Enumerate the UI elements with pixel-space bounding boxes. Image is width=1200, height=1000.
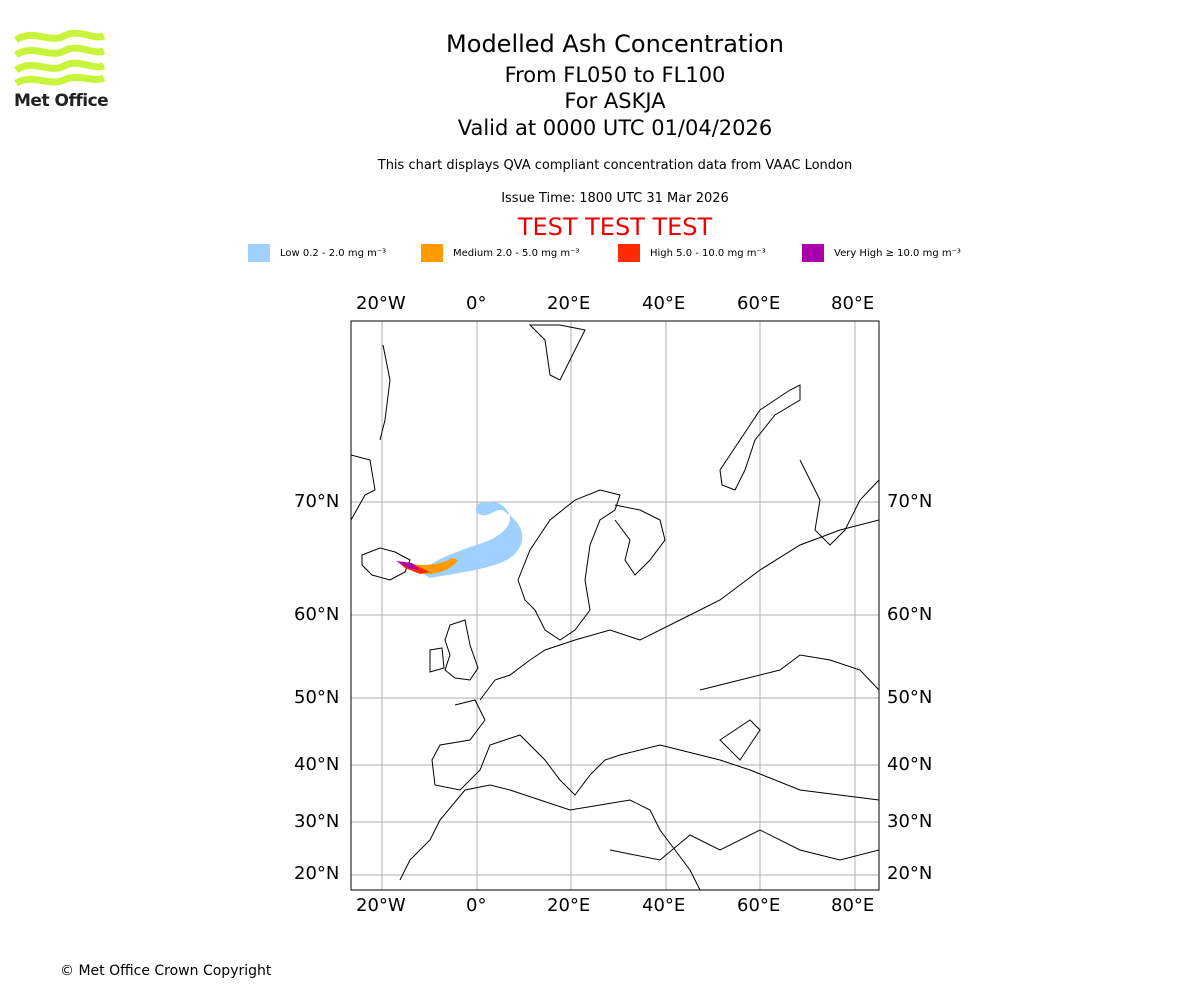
gridlines <box>351 321 879 890</box>
lat-label-right: 30°N <box>887 811 933 832</box>
novaya-zemlya <box>719 384 801 491</box>
coastlines <box>351 324 879 890</box>
legend-swatch <box>248 244 270 262</box>
lon-label-top: 0° <box>466 293 487 314</box>
lon-label-top: 20°W <box>356 293 406 314</box>
svalbard <box>528 324 586 381</box>
lat-label-right: 20°N <box>887 863 933 884</box>
legend-swatch <box>421 244 443 262</box>
chart-title: Modelled Ash Concentration <box>446 30 784 58</box>
lon-label-bottom: 60°E <box>737 895 781 916</box>
legend-swatch <box>802 244 824 262</box>
ash-low <box>420 501 523 578</box>
legend-label: Very High ≥ 10.0 mg m⁻³ <box>834 247 961 259</box>
map-frame <box>350 320 880 891</box>
ash-plume <box>396 501 523 578</box>
iceland <box>361 547 411 581</box>
description: This chart displays QVA compliant concen… <box>377 158 853 173</box>
legend-label: Low 0.2 - 2.0 mg m⁻³ <box>280 247 387 259</box>
lat-label-left: 70°N <box>294 491 340 512</box>
lon-label-bottom: 0° <box>466 895 487 916</box>
scandinavia <box>517 489 621 641</box>
lon-label-bottom: 40°E <box>642 895 686 916</box>
lat-label-left: 20°N <box>294 863 340 884</box>
legend-label: High 5.0 - 10.0 mg m⁻³ <box>650 247 766 259</box>
legend-item-medium: Medium 2.0 - 5.0 mg m⁻³ <box>421 244 579 262</box>
great-britain <box>444 619 479 681</box>
lon-label-top: 80°E <box>831 293 875 314</box>
volcano-name: For ASKJA <box>564 89 666 113</box>
legend-label: Medium 2.0 - 5.0 mg m⁻³ <box>453 247 580 259</box>
legend-swatch <box>618 244 640 262</box>
lat-label-left: 60°N <box>294 604 340 625</box>
lat-label-right: 70°N <box>887 491 933 512</box>
ash-very-high <box>396 561 420 570</box>
lon-label-top: 40°E <box>642 293 686 314</box>
lon-label-top: 20°E <box>547 293 591 314</box>
copyright: © Met Office Crown Copyright <box>60 963 272 979</box>
lon-label-bottom: 20°E <box>547 895 591 916</box>
lat-label-right: 60°N <box>887 604 933 625</box>
issue-time: Issue Time: 1800 UTC 31 Mar 2026 <box>501 191 729 206</box>
flight-levels: From FL050 to FL100 <box>504 63 726 87</box>
lon-label-bottom: 80°E <box>831 895 875 916</box>
lat-label-left: 40°N <box>294 754 340 775</box>
lon-label-top: 60°E <box>737 293 781 314</box>
legend-item-high: High 5.0 - 10.0 mg m⁻³ <box>618 244 766 262</box>
test-banner: TEST TEST TEST <box>517 213 713 241</box>
logo-text: Met Office <box>14 91 109 111</box>
legend-item-very-high: Very High ≥ 10.0 mg m⁻³ <box>802 244 961 262</box>
valid-time: Valid at 0000 UTC 01/04/2026 <box>457 116 773 140</box>
lon-label-bottom: 20°W <box>356 895 406 916</box>
legend-item-low: Low 0.2 - 2.0 mg m⁻³ <box>248 244 386 262</box>
lat-label-left: 50°N <box>294 687 340 708</box>
met-office-logo <box>14 30 106 87</box>
lat-label-right: 40°N <box>887 754 933 775</box>
lat-label-left: 30°N <box>294 811 340 832</box>
lat-label-right: 50°N <box>887 687 933 708</box>
ireland <box>429 647 445 673</box>
